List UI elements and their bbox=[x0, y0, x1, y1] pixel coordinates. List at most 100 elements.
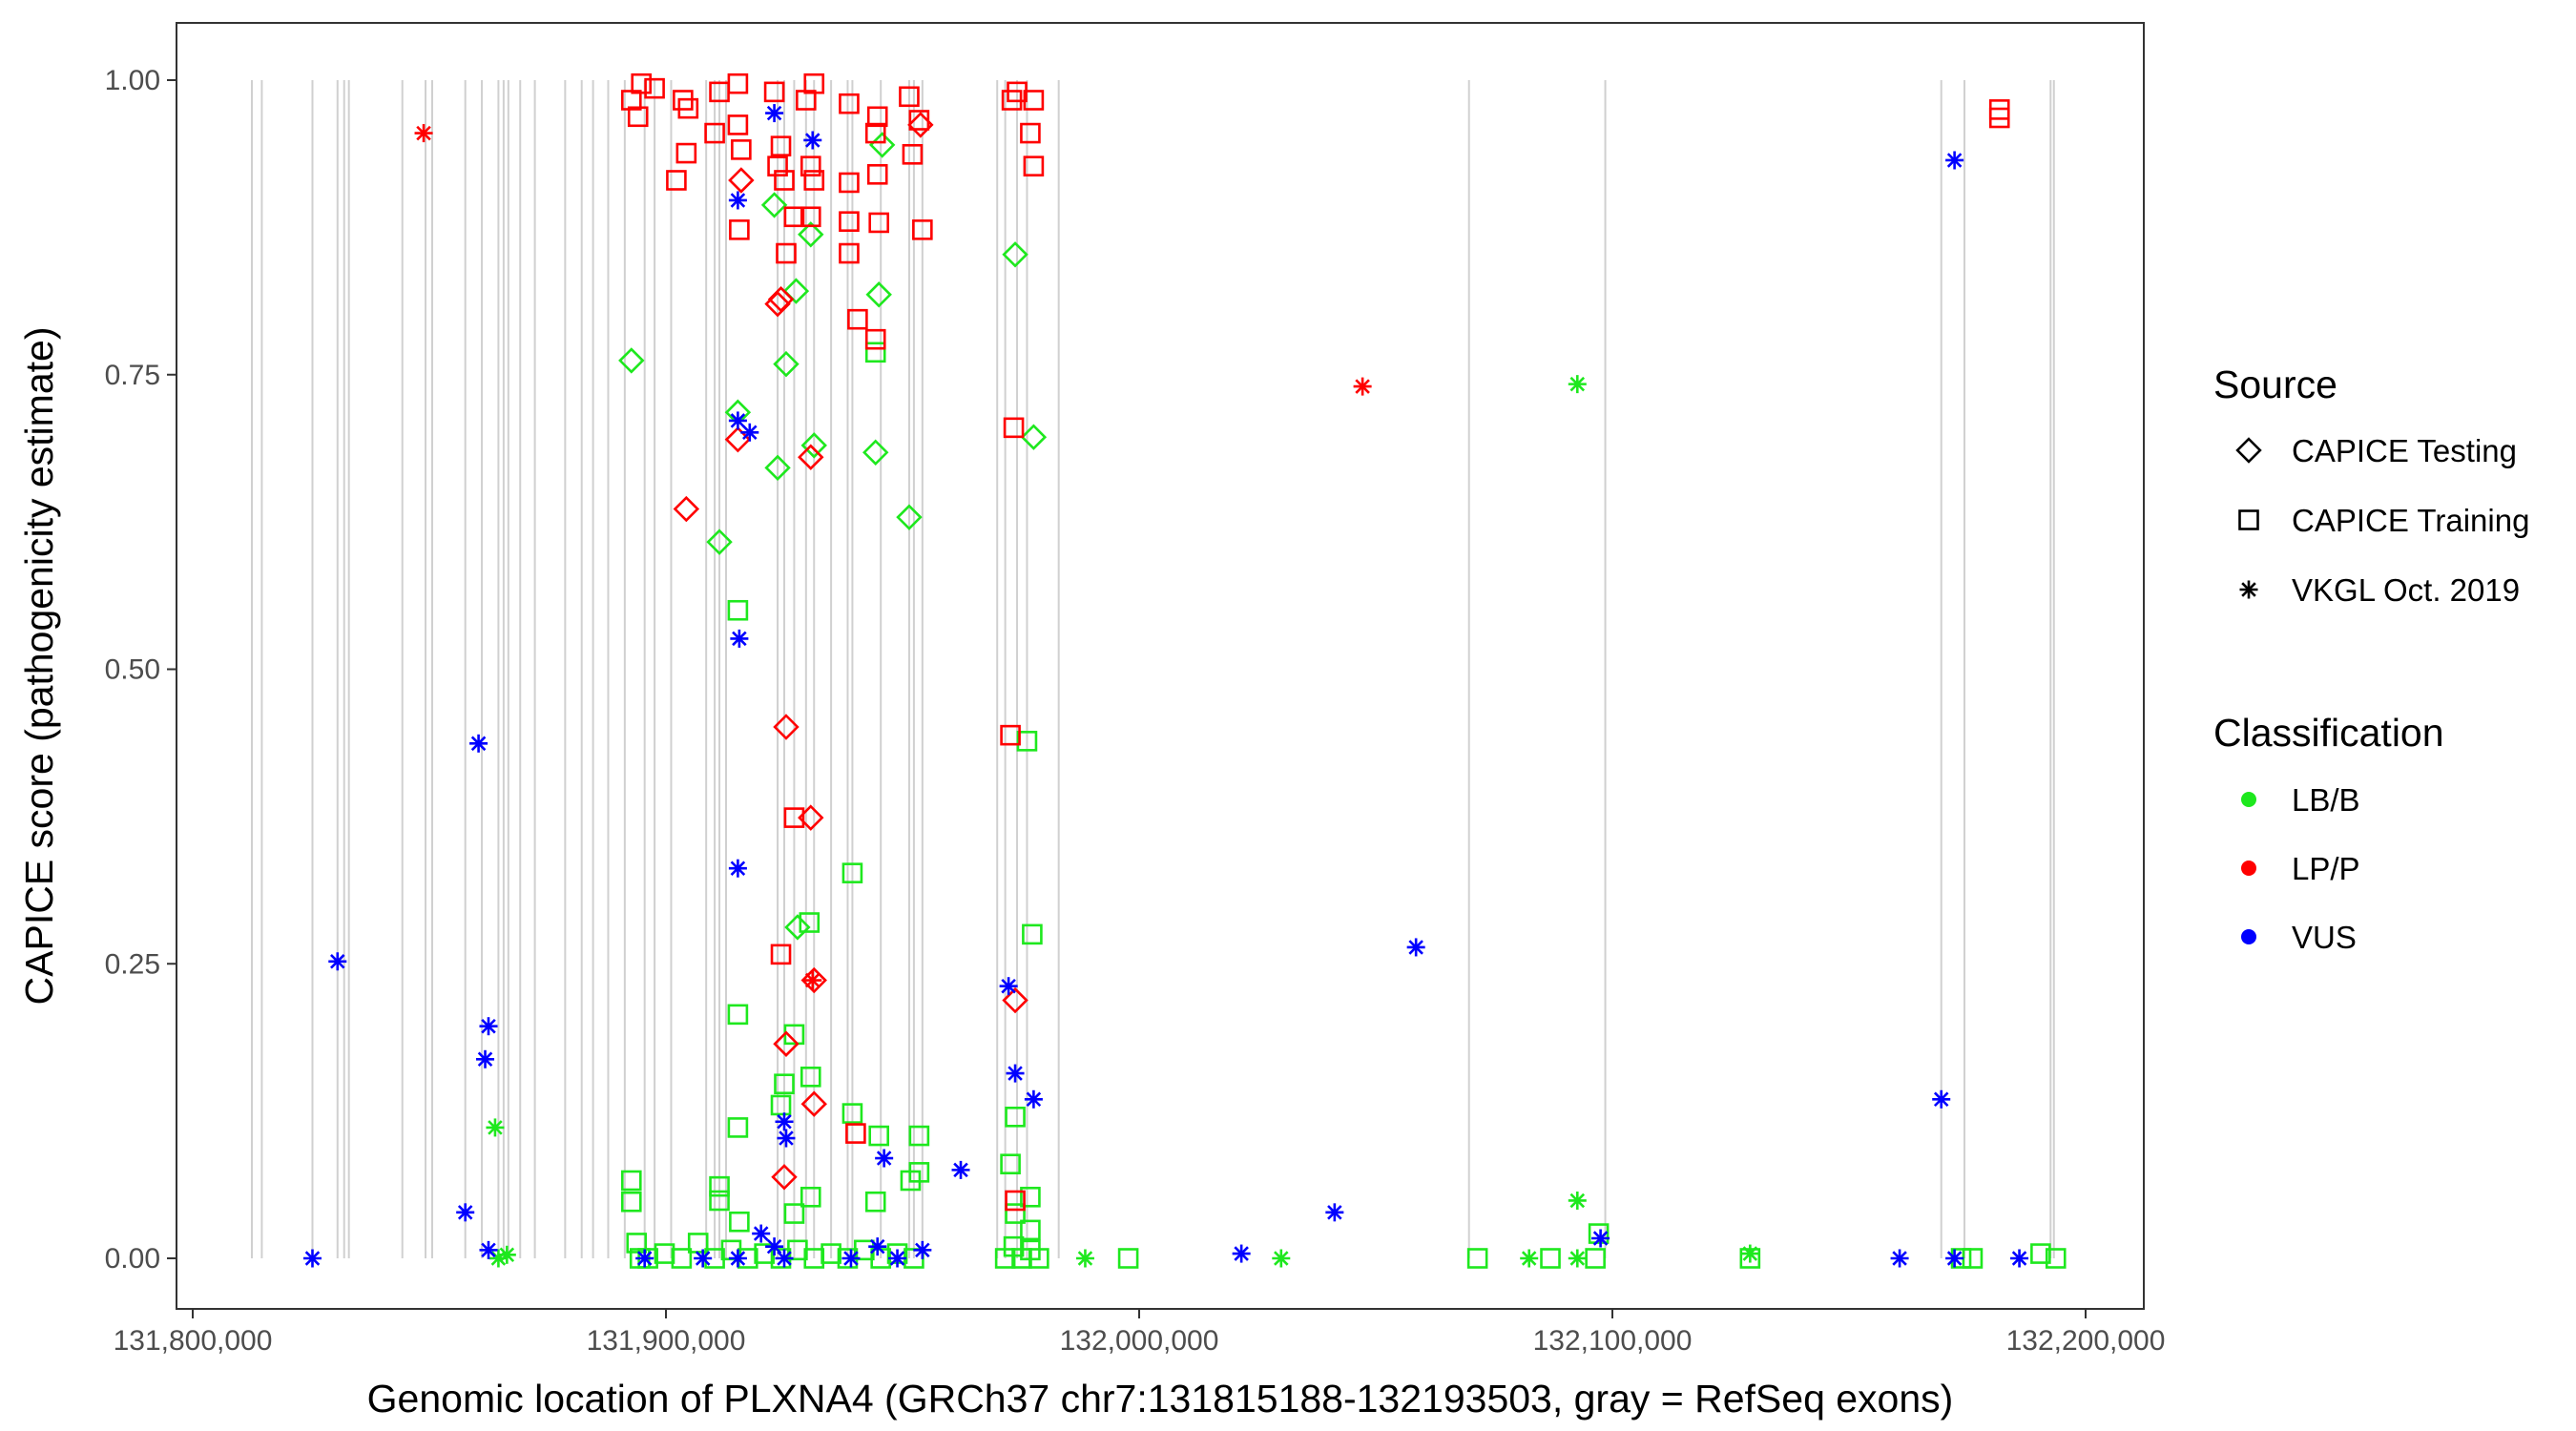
data-point bbox=[803, 170, 825, 191]
legend-key-asterisk-icon bbox=[2239, 580, 2258, 599]
data-point bbox=[913, 1240, 932, 1259]
data-point bbox=[1585, 1248, 1606, 1269]
data-point bbox=[770, 944, 792, 965]
data-point bbox=[728, 167, 755, 194]
data-point bbox=[771, 1164, 798, 1191]
data-point bbox=[497, 1245, 516, 1264]
data-point bbox=[800, 966, 827, 994]
data-point bbox=[775, 1112, 794, 1131]
data-point bbox=[1232, 1244, 1251, 1263]
data-point bbox=[677, 97, 699, 119]
data-point bbox=[864, 342, 886, 363]
data-point bbox=[1028, 1248, 1049, 1269]
legend-key-square-icon bbox=[2238, 509, 2259, 530]
data-point bbox=[1945, 1249, 1964, 1268]
data-point bbox=[774, 1073, 795, 1095]
data-point bbox=[727, 1004, 749, 1026]
data-point bbox=[1325, 1203, 1344, 1222]
data-point bbox=[486, 1118, 505, 1137]
data-point bbox=[729, 1211, 750, 1233]
data-point bbox=[783, 807, 805, 828]
data-point bbox=[784, 914, 811, 941]
data-point bbox=[767, 156, 788, 176]
data-point bbox=[896, 504, 923, 530]
data-point bbox=[1890, 1249, 1909, 1268]
data-point bbox=[414, 124, 433, 143]
data-point bbox=[888, 1249, 907, 1268]
data-point bbox=[1988, 107, 2010, 129]
data-point bbox=[1000, 1153, 1021, 1174]
y-tick-label: 1.00 bbox=[105, 65, 160, 96]
y-tick-label: 0.25 bbox=[105, 948, 160, 980]
data-point bbox=[1740, 1244, 1759, 1263]
data-point bbox=[706, 529, 733, 555]
y-tick-label: 0.75 bbox=[105, 360, 160, 391]
data-point bbox=[728, 411, 747, 430]
data-point bbox=[675, 142, 697, 164]
data-point bbox=[1945, 151, 1964, 170]
data-point bbox=[1002, 986, 1028, 1014]
data-point bbox=[727, 114, 749, 135]
exon-lines bbox=[251, 80, 2055, 1258]
data-point bbox=[1023, 156, 1045, 176]
data-point bbox=[479, 1240, 498, 1259]
data-point bbox=[1003, 417, 1025, 439]
data-point bbox=[1024, 1089, 1043, 1109]
data-point bbox=[798, 444, 824, 470]
data-point bbox=[1568, 1249, 1587, 1268]
data-point bbox=[727, 73, 749, 94]
data-point bbox=[773, 350, 800, 378]
data-point bbox=[1353, 377, 1372, 396]
x-axis-title: Genomic location of PLXNA4 (GRCh37 chr7:… bbox=[367, 1377, 1954, 1421]
data-point bbox=[864, 122, 886, 144]
data-point bbox=[1739, 1248, 1761, 1269]
data-point bbox=[479, 1017, 498, 1036]
data-point bbox=[841, 1103, 863, 1124]
data-point bbox=[866, 106, 888, 128]
data-point bbox=[1591, 1229, 1610, 1248]
data-points bbox=[302, 73, 2067, 1269]
data-point bbox=[2030, 1243, 2051, 1264]
legend-source-title: Source bbox=[2213, 363, 2337, 406]
data-point bbox=[1022, 923, 1043, 945]
data-point bbox=[765, 1237, 784, 1256]
data-point bbox=[847, 308, 868, 330]
x-axis: 131,800,000 131,900,000 132,000,000 132,100… bbox=[114, 1309, 2165, 1357]
x-tick-label: 131,800,000 bbox=[114, 1325, 273, 1357]
data-point bbox=[865, 281, 892, 308]
data-point bbox=[1005, 1107, 1026, 1128]
data-point bbox=[740, 423, 759, 442]
data-point bbox=[999, 977, 1018, 996]
data-point bbox=[1020, 1219, 1041, 1241]
data-point bbox=[620, 1191, 642, 1213]
data-point bbox=[774, 170, 795, 191]
data-point bbox=[764, 454, 791, 482]
data-point bbox=[673, 495, 700, 523]
data-point bbox=[763, 81, 785, 103]
data-point bbox=[777, 1129, 796, 1148]
data-point bbox=[783, 1203, 805, 1224]
data-point bbox=[773, 714, 800, 740]
y-tick-label: 0.00 bbox=[105, 1243, 160, 1275]
data-point bbox=[1005, 1203, 1026, 1224]
data-point bbox=[1932, 1089, 1951, 1109]
data-point bbox=[1117, 1248, 1139, 1269]
data-point bbox=[1568, 1191, 1587, 1210]
data-point bbox=[620, 1170, 642, 1192]
data-point bbox=[709, 1175, 730, 1197]
data-point bbox=[866, 164, 888, 185]
data-point bbox=[800, 156, 821, 176]
data-point bbox=[912, 219, 933, 240]
y-axis: 0.00 0.25 0.50 0.75 1.00 bbox=[105, 65, 177, 1275]
data-point bbox=[862, 439, 889, 466]
data-point bbox=[803, 131, 822, 150]
data-point bbox=[1466, 1248, 1488, 1269]
data-point bbox=[752, 1224, 771, 1243]
data-point bbox=[908, 1162, 930, 1183]
data-point bbox=[1962, 1248, 1984, 1269]
data-point bbox=[1588, 1223, 1610, 1244]
data-point bbox=[800, 206, 821, 228]
x-tick-label: 132,100,000 bbox=[1533, 1325, 1693, 1357]
data-point bbox=[770, 135, 792, 156]
